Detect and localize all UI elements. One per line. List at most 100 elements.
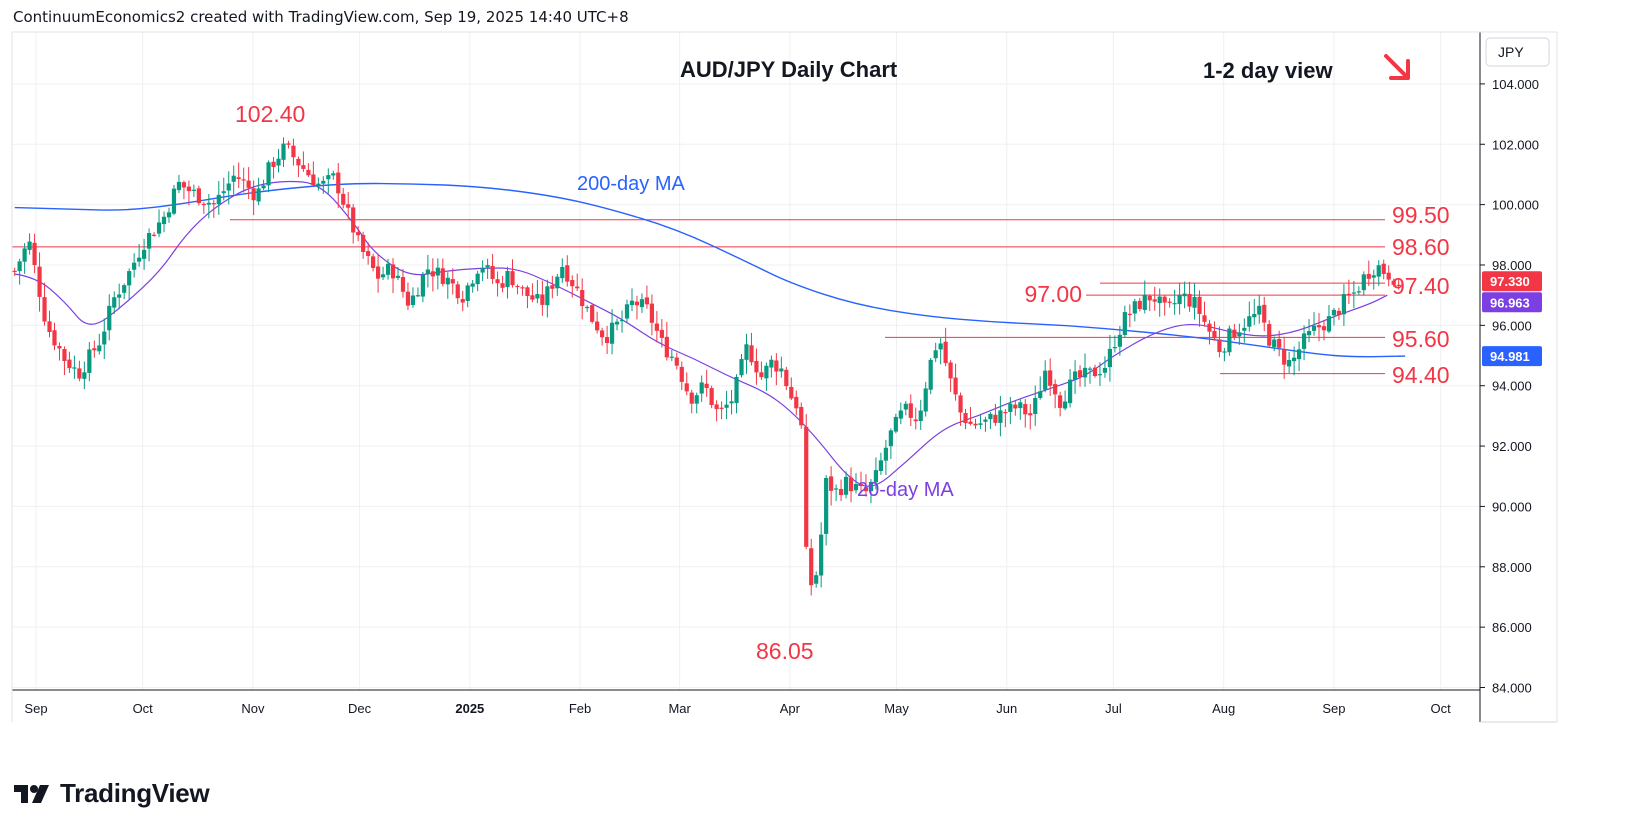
candle-body (92, 348, 97, 351)
candle-body (445, 277, 450, 285)
candle-body (913, 419, 918, 422)
candle-body (843, 476, 849, 495)
tradingview-brand-text: TradingView (60, 778, 210, 808)
candle-body (281, 143, 286, 160)
candle-body (107, 305, 112, 331)
candle-body (520, 287, 525, 289)
y-axis-tick-label: 88.000 (1492, 560, 1532, 575)
candle-body (834, 488, 839, 490)
candle-body (42, 297, 47, 322)
candle-body (351, 207, 356, 233)
candle-body (1018, 402, 1023, 409)
candle-body (1376, 265, 1381, 277)
candle-body (390, 264, 396, 279)
candle-body (779, 368, 784, 372)
candle-body (480, 267, 485, 273)
last-price-badge: 97.330 (1490, 274, 1530, 289)
candlesticks (12, 137, 1401, 596)
x-axis-tick-label: Sep (24, 701, 47, 716)
candle-body (380, 274, 386, 278)
candle-body (261, 185, 266, 189)
candle-body (1087, 368, 1093, 370)
candle-body (570, 280, 575, 287)
candle-body (161, 216, 167, 225)
candle-body (550, 285, 555, 289)
candle-body (1182, 293, 1187, 297)
candle-body (196, 188, 201, 204)
currency-box[interactable] (1485, 37, 1550, 67)
candle-body (1346, 293, 1351, 296)
candle-body (560, 266, 565, 279)
candle-body (903, 403, 908, 410)
candle-body (983, 419, 988, 422)
candle-body (923, 388, 928, 412)
candle-body (1157, 296, 1162, 304)
candle-body (1207, 323, 1212, 332)
candle-body (1237, 332, 1242, 337)
candle-body (1336, 310, 1342, 315)
y-axis[interactable]: 104.000 102.000 100.000 98.000 96.000 94.000 9… (1480, 77, 1539, 696)
candle-body (385, 263, 391, 275)
x-axis-tick-label: Jun (996, 701, 1017, 716)
candle-body (1112, 347, 1117, 349)
candle-body (634, 301, 640, 306)
candle-body (122, 285, 127, 293)
x-axis-tick-label: Oct (1431, 701, 1452, 716)
candle-body (241, 179, 246, 181)
candle-body (1386, 272, 1391, 280)
ma200-price-badge: 94.981 (1490, 349, 1530, 364)
candle-body (988, 413, 993, 420)
candle-body (311, 174, 316, 186)
y-axis-tick-label: 84.000 (1492, 681, 1532, 696)
x-axis[interactable]: Sep Oct Nov Dec 2025 Feb Mar Apr May Jun Jul Aug Sep… (24, 701, 1451, 716)
moving-averages (14, 180, 1406, 487)
candle-body (1391, 280, 1396, 285)
candle-body (346, 204, 351, 208)
candle-body (1003, 411, 1008, 414)
level-label: 94.40 (1392, 362, 1450, 388)
candle-body (963, 413, 968, 424)
y-axis-tick-label: 102.000 (1492, 137, 1539, 152)
candle-body (22, 248, 27, 262)
x-axis-tick-label: 2025 (455, 701, 484, 716)
candle-body (216, 194, 221, 205)
candle-body (1356, 291, 1361, 293)
candle-body (724, 404, 729, 408)
y-axis-tick-label: 98.000 (1492, 258, 1532, 273)
tradingview-logo[interactable]: TradingView (14, 778, 210, 809)
candle-body (1351, 292, 1356, 294)
candle-body (375, 266, 381, 279)
candle-body (953, 377, 958, 395)
candle-body (1142, 294, 1147, 310)
y-axis-tick-label: 92.000 (1492, 439, 1532, 454)
chart-annotations: 102.40 99.50 98.60 97.40 97.00 95.60 94.40 86.0… (235, 101, 1450, 664)
candle-body (356, 232, 361, 236)
candle-body (47, 321, 52, 332)
candle-body (515, 285, 520, 288)
candle-body (1177, 294, 1182, 305)
candle-body (893, 416, 898, 432)
candle-body (266, 162, 271, 186)
candle-body (400, 277, 406, 292)
candle-body (535, 294, 540, 299)
candle-body (1247, 316, 1252, 327)
level-label: 95.60 (1392, 326, 1450, 352)
candle-body (1321, 326, 1327, 331)
candle-body (998, 410, 1003, 423)
candle-body (754, 360, 759, 373)
candle-body (814, 575, 819, 584)
candle-body (629, 300, 635, 306)
candle-body (1117, 334, 1122, 347)
candle-body (1077, 370, 1083, 378)
level-label: 86.05 (756, 638, 814, 664)
candle-body (1023, 404, 1028, 415)
candle-body (1257, 305, 1262, 315)
candle-body (888, 430, 893, 447)
x-axis-tick-label: May (884, 701, 909, 716)
candle-body (1067, 379, 1073, 404)
candle-body (1396, 284, 1401, 286)
candle-body (1072, 371, 1078, 381)
candle-body (838, 488, 844, 495)
x-axis-tick-label: Mar (668, 701, 691, 716)
